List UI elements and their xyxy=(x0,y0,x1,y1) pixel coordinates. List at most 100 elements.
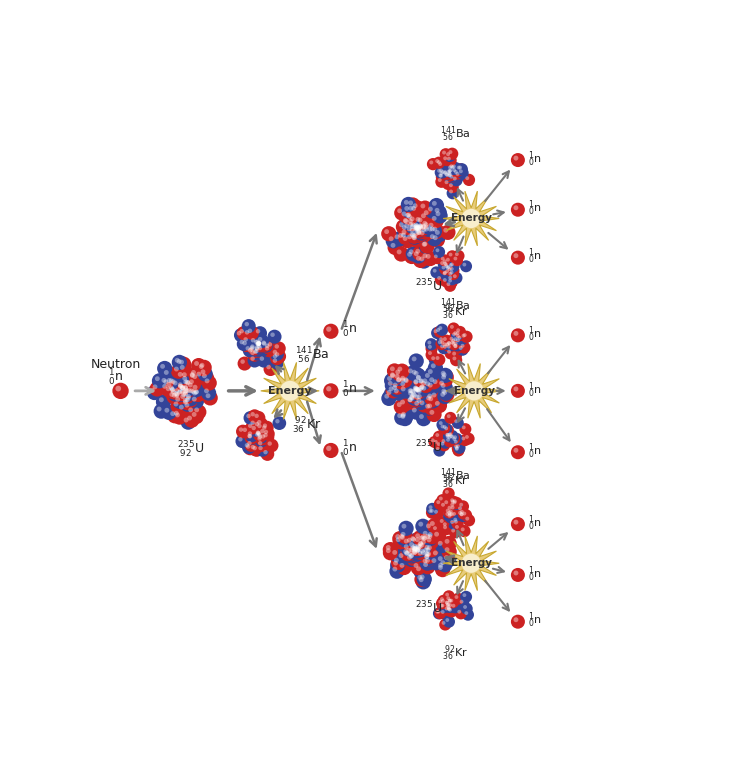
Circle shape xyxy=(447,432,458,444)
Circle shape xyxy=(418,239,434,254)
Circle shape xyxy=(441,154,453,166)
Circle shape xyxy=(421,214,426,218)
Circle shape xyxy=(173,391,179,396)
Circle shape xyxy=(256,438,269,452)
Circle shape xyxy=(437,500,440,504)
Circle shape xyxy=(410,396,415,400)
Circle shape xyxy=(513,386,519,392)
Circle shape xyxy=(415,383,431,398)
Circle shape xyxy=(415,375,431,391)
Circle shape xyxy=(247,433,252,438)
Circle shape xyxy=(412,357,416,361)
Circle shape xyxy=(453,499,457,503)
Circle shape xyxy=(414,226,419,231)
Circle shape xyxy=(390,558,406,573)
Circle shape xyxy=(447,265,459,276)
Circle shape xyxy=(187,416,192,420)
Circle shape xyxy=(446,187,459,200)
Circle shape xyxy=(457,510,470,522)
Circle shape xyxy=(262,423,267,428)
Circle shape xyxy=(252,426,256,430)
Circle shape xyxy=(425,348,438,361)
Circle shape xyxy=(407,555,412,560)
Circle shape xyxy=(415,224,419,228)
Circle shape xyxy=(407,230,422,245)
Circle shape xyxy=(435,274,447,286)
Circle shape xyxy=(444,426,448,430)
Circle shape xyxy=(428,555,443,570)
Circle shape xyxy=(406,214,422,228)
Circle shape xyxy=(414,224,418,229)
Circle shape xyxy=(262,341,266,345)
Circle shape xyxy=(388,240,403,255)
Circle shape xyxy=(422,401,437,416)
Circle shape xyxy=(183,391,198,406)
Circle shape xyxy=(265,344,269,348)
Circle shape xyxy=(465,176,469,180)
Circle shape xyxy=(434,326,446,337)
Circle shape xyxy=(416,382,432,397)
Circle shape xyxy=(416,545,421,550)
Circle shape xyxy=(438,372,453,387)
Circle shape xyxy=(398,409,413,424)
Circle shape xyxy=(413,222,428,238)
Circle shape xyxy=(170,387,175,392)
Circle shape xyxy=(424,547,428,553)
Circle shape xyxy=(180,389,195,404)
Circle shape xyxy=(401,220,416,235)
Circle shape xyxy=(247,354,262,368)
Circle shape xyxy=(428,351,432,355)
Circle shape xyxy=(457,166,461,170)
Circle shape xyxy=(412,223,427,238)
Circle shape xyxy=(404,394,420,409)
Circle shape xyxy=(404,551,409,556)
Circle shape xyxy=(413,224,428,239)
Circle shape xyxy=(391,385,406,401)
Circle shape xyxy=(428,534,432,539)
Circle shape xyxy=(450,272,462,284)
Circle shape xyxy=(409,228,415,232)
Circle shape xyxy=(421,385,426,391)
Circle shape xyxy=(447,156,451,161)
Circle shape xyxy=(447,162,459,174)
Circle shape xyxy=(384,373,399,389)
Circle shape xyxy=(248,409,262,423)
Circle shape xyxy=(446,163,458,175)
Text: $\mathregular{^{235}}$U: $\mathregular{^{235}}$U xyxy=(415,439,443,455)
Circle shape xyxy=(204,378,210,383)
Circle shape xyxy=(450,497,463,509)
Circle shape xyxy=(189,389,194,393)
Circle shape xyxy=(397,377,401,382)
Circle shape xyxy=(394,389,399,393)
Circle shape xyxy=(182,372,187,377)
Circle shape xyxy=(449,512,454,516)
Circle shape xyxy=(511,384,525,398)
Circle shape xyxy=(410,394,415,399)
Circle shape xyxy=(449,603,452,607)
Circle shape xyxy=(401,412,406,416)
Circle shape xyxy=(440,168,453,180)
Circle shape xyxy=(415,226,419,231)
Circle shape xyxy=(438,162,442,166)
Circle shape xyxy=(410,546,415,550)
Circle shape xyxy=(445,512,458,523)
Circle shape xyxy=(404,211,419,226)
Circle shape xyxy=(185,396,191,401)
Circle shape xyxy=(412,544,428,560)
Circle shape xyxy=(399,222,403,227)
Circle shape xyxy=(392,366,407,382)
Circle shape xyxy=(417,225,421,230)
Circle shape xyxy=(443,170,447,174)
Circle shape xyxy=(161,367,176,382)
Circle shape xyxy=(186,385,201,401)
Circle shape xyxy=(461,426,466,430)
Circle shape xyxy=(424,534,439,550)
Circle shape xyxy=(437,442,440,446)
Circle shape xyxy=(442,498,454,510)
Circle shape xyxy=(271,341,286,355)
Circle shape xyxy=(237,331,241,335)
Circle shape xyxy=(403,219,409,224)
Circle shape xyxy=(451,254,463,266)
Circle shape xyxy=(248,423,253,428)
Circle shape xyxy=(439,497,443,501)
